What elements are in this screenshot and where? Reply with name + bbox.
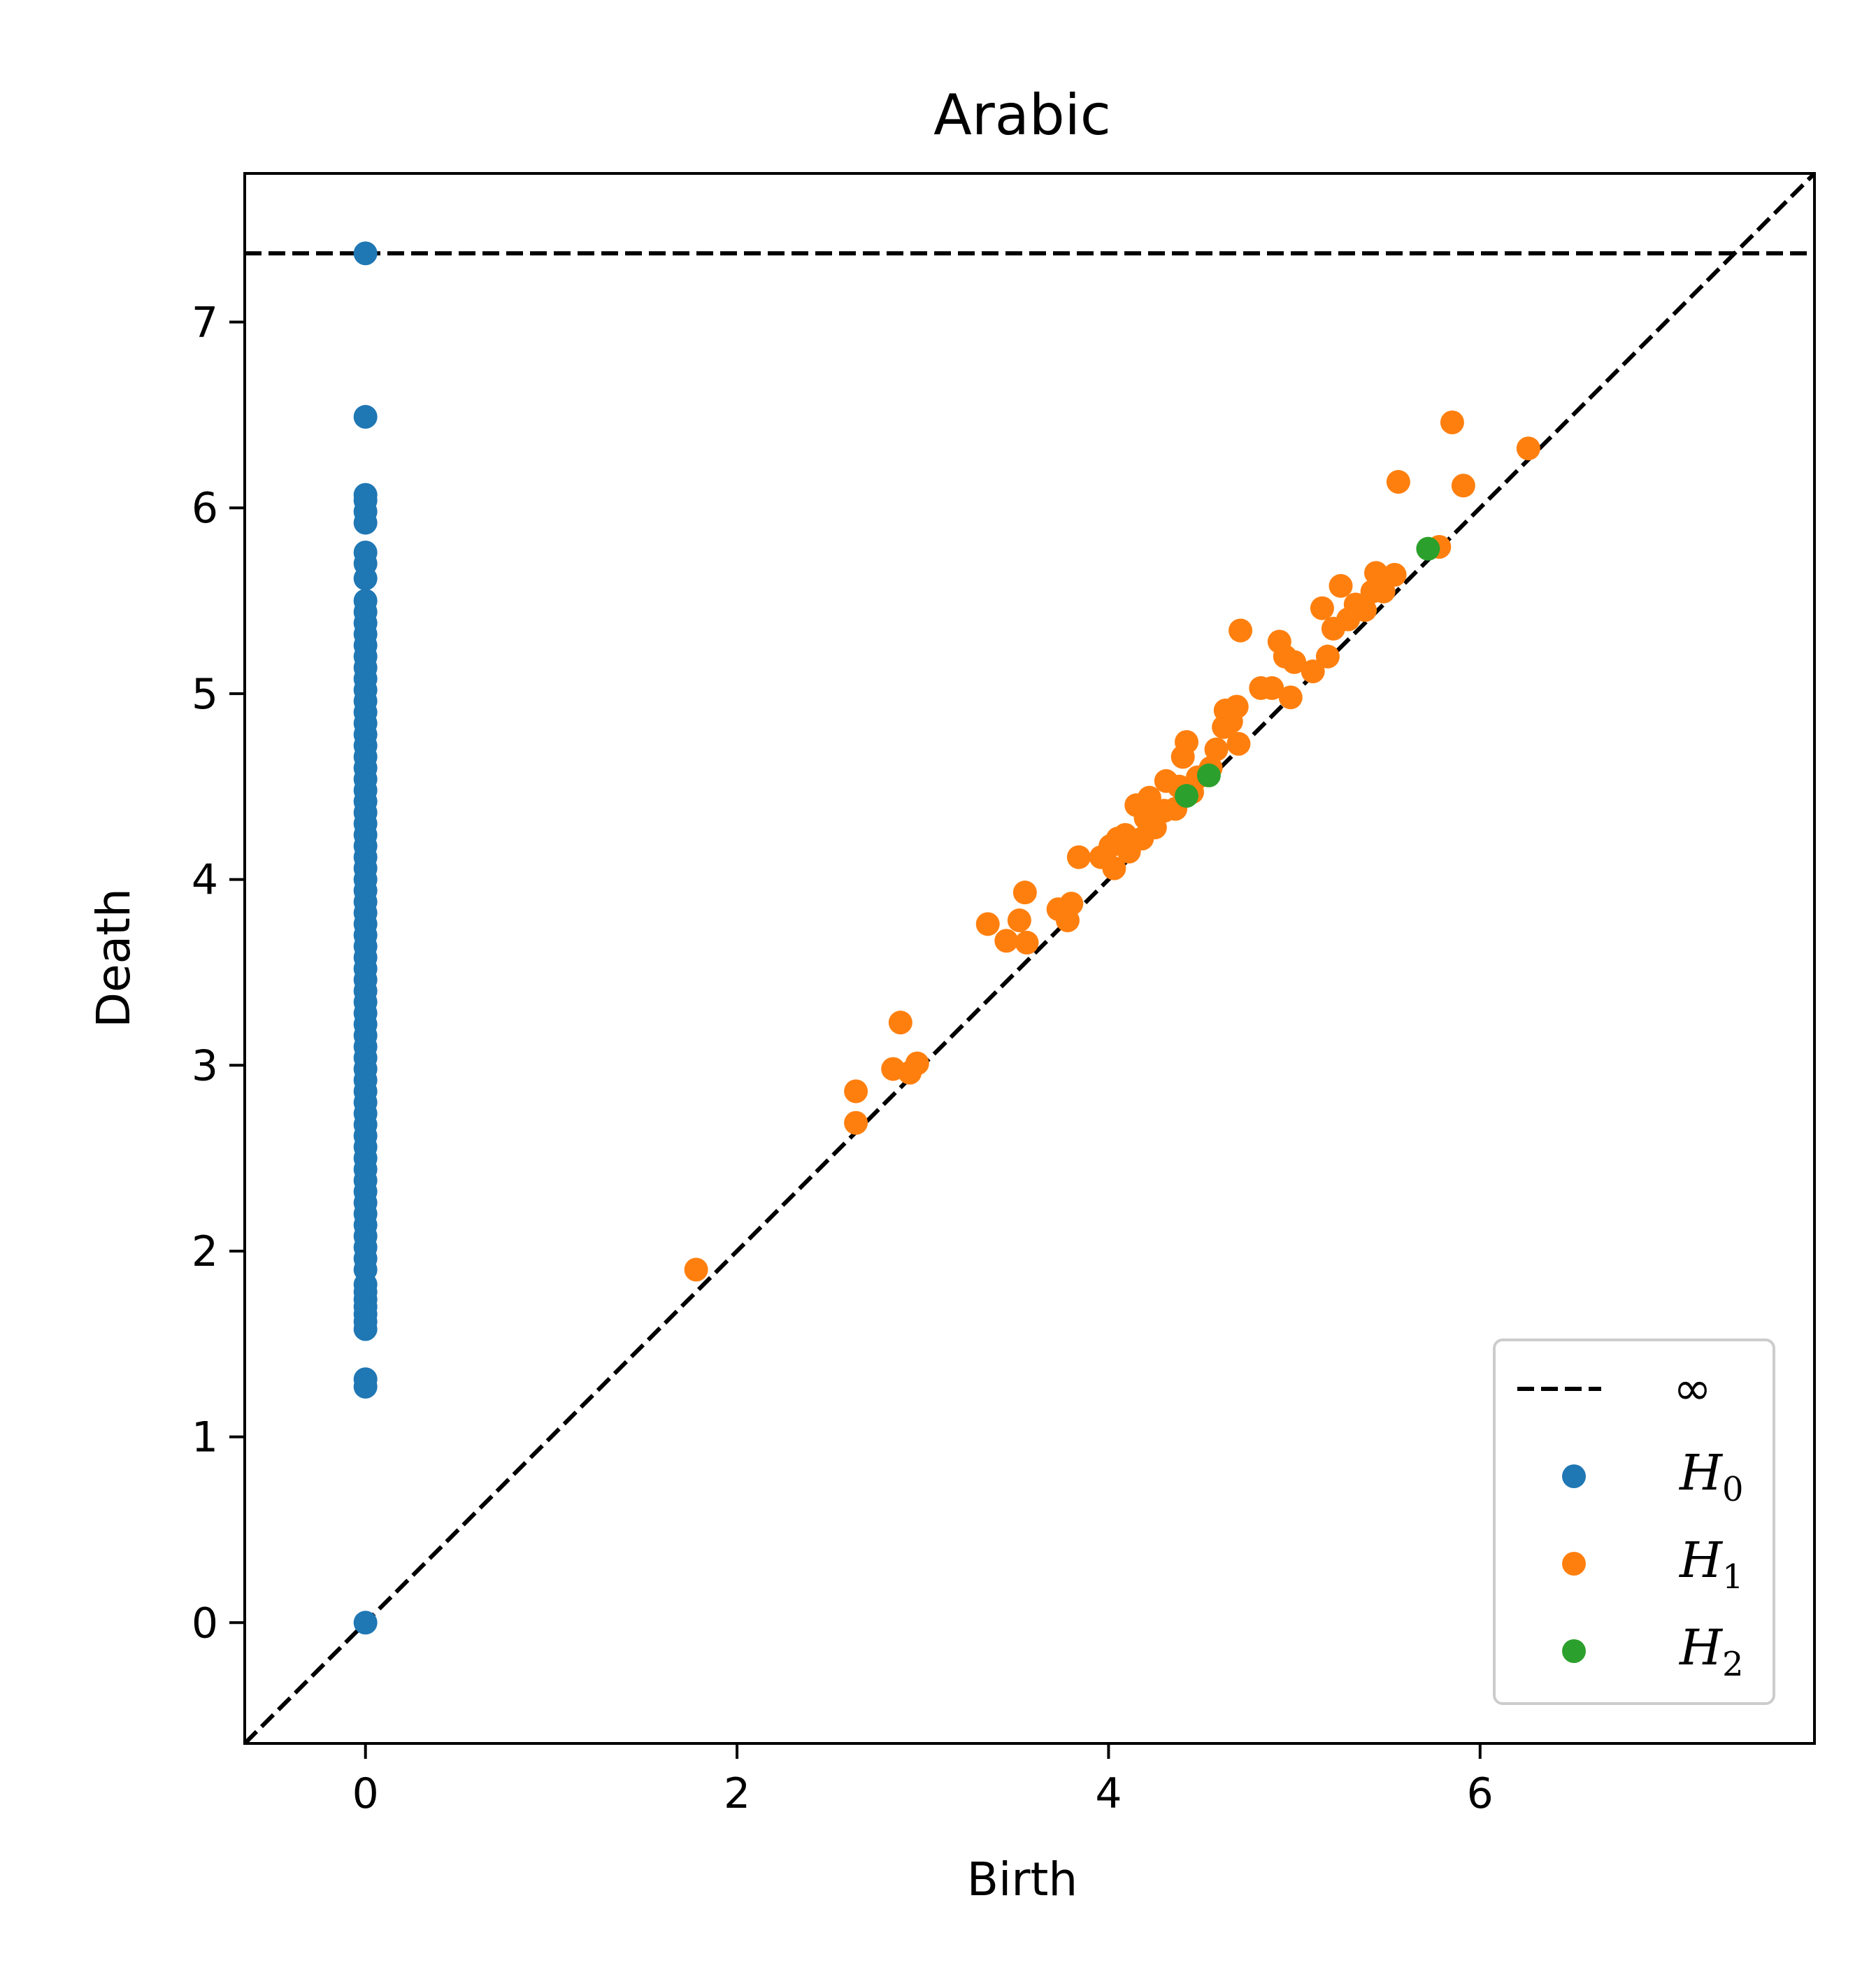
point-h0 [353,483,378,507]
series-h0 [353,241,378,1635]
point-h1 [1007,908,1031,933]
plot-area [245,173,1814,1743]
legend-infinity-label: ∞ [1673,1362,1712,1415]
chart-title: Arabic [933,83,1111,148]
legend: ∞ H0 H1 H2 [1493,1339,1775,1705]
point-h1 [1329,573,1353,598]
legend-h1-label: H1 [1678,1532,1744,1597]
point-h2 [1175,784,1198,808]
y-tick-label: 6 [192,484,218,533]
legend-h0-subscript: 0 [1722,1470,1744,1509]
point-h1 [1278,685,1303,710]
legend-h1-marker [1562,1552,1586,1576]
point-h1 [1382,562,1407,587]
y-tick-label: 5 [192,670,218,719]
x-tick-label: 2 [724,1769,750,1818]
point-h1 [684,1257,708,1282]
point-h1 [1224,694,1249,719]
point-h1 [975,912,1000,936]
point-h1 [1282,650,1307,674]
point-h1 [1353,598,1377,622]
point-h1 [1315,644,1340,669]
point-h1 [1015,930,1039,955]
legend-frame [1493,1339,1775,1705]
point-h1 [1363,561,1388,585]
point-h1 [888,1011,912,1035]
point-h1 [1229,618,1253,643]
legend-h0-marker [1562,1464,1586,1488]
legend-h2-subscript: 2 [1722,1645,1744,1684]
point-h1 [1310,596,1334,620]
point-h0 [353,1367,378,1392]
diagonal-line [245,173,1814,1743]
legend-h2-label: H2 [1678,1619,1744,1684]
legend-h0-name: H [1678,1444,1724,1501]
y-tick-label: 1 [192,1413,218,1462]
point-h1 [1059,892,1084,916]
x-tick-label: 4 [1095,1769,1122,1818]
point-h0 [353,589,378,613]
point-h1 [844,1111,868,1135]
point-h1 [994,929,1019,953]
point-h1 [844,1079,868,1104]
x-tick-label: 0 [352,1769,379,1818]
point-h1 [1301,659,1325,684]
x-tick-label: 6 [1467,1769,1494,1818]
point-h1 [905,1051,929,1076]
legend-h1-subscript: 1 [1722,1557,1744,1597]
point-h1 [1516,436,1540,461]
legend-h2-name: H [1678,1619,1724,1676]
legend-h2-marker [1562,1639,1586,1663]
y-tick-label: 3 [192,1041,218,1090]
plot-frame [243,172,1816,1745]
point-h0 [353,1611,378,1635]
point-h0 [353,540,378,564]
point-h1 [1012,880,1037,905]
point-h1 [1226,731,1251,756]
point-h1 [1260,676,1284,700]
point-h1 [1440,411,1464,435]
series-h2 [1175,536,1440,808]
point-h1 [1102,856,1126,880]
point-h0 [353,405,378,429]
point-h2 [1196,763,1221,787]
point-h2 [1416,536,1440,561]
point-h1 [1386,470,1410,494]
point-h1 [1175,729,1198,754]
point-h0 [353,241,378,266]
point-h1 [1204,737,1229,762]
axes: 0 2 4 6 0 1 2 3 4 5 6 7 [192,172,1816,1818]
legend-h0-label: H0 [1678,1444,1744,1509]
point-h1 [1451,473,1475,498]
point-h1 [1371,579,1396,604]
point-h1 [1066,845,1091,869]
x-axis-title: Birth [967,1853,1077,1906]
legend-h1-name: H [1678,1532,1724,1589]
y-tick-label: 0 [192,1599,218,1648]
y-tick-label: 4 [192,856,218,905]
y-tick-label: 2 [192,1227,218,1276]
y-axis-title: Death [87,888,141,1028]
y-tick-label: 7 [192,299,218,348]
